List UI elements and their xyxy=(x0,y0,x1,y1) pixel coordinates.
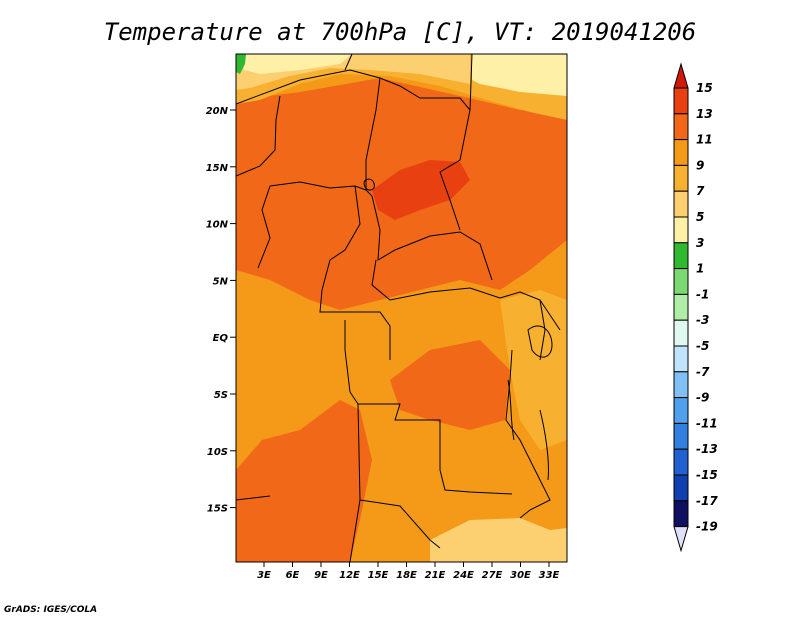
zone-warm-southwest xyxy=(236,400,372,562)
zone-cool-southeast xyxy=(430,518,567,562)
zone-coolest-northeast xyxy=(472,54,567,96)
lakes xyxy=(363,178,553,481)
lat-tick-label: 5N xyxy=(213,276,229,287)
longitude-ticks: 3E 6E 9E 12E 15E 18E 21E 24E 27E 30E 33E xyxy=(257,562,560,581)
colorbar-label: -7 xyxy=(696,365,710,379)
colorbar-label: 13 xyxy=(696,107,713,121)
lat-tick-label: 5S xyxy=(214,390,228,401)
colorbar-label: -15 xyxy=(696,468,718,482)
colorbar-label: 11 xyxy=(696,133,713,147)
lon-tick-label: 33E xyxy=(539,570,560,581)
colorbar-swatch xyxy=(673,216,689,244)
zone-warm-central xyxy=(390,340,510,430)
colorbar-label: 9 xyxy=(696,158,704,172)
lon-tick-label: 6E xyxy=(286,570,300,581)
colorbar-label: 1 xyxy=(696,262,704,276)
lon-tick-label: 24E xyxy=(453,570,474,581)
lon-tick-label: 18E xyxy=(396,570,417,581)
colorbar-bottom-arrow xyxy=(673,526,689,553)
lat-tick-label: 10N xyxy=(206,220,229,231)
latitude-ticks: 20N 15N 10N 5N EQ 5S 10S 15S xyxy=(206,106,236,515)
colorbar-swatch xyxy=(673,371,689,399)
colorbar-swatch xyxy=(673,345,689,373)
colorbar-label: 5 xyxy=(696,210,704,224)
colorbar-label: -19 xyxy=(696,520,718,534)
colorbar-label: -3 xyxy=(696,313,709,327)
colorbar-label: -5 xyxy=(696,339,709,353)
colorbar-swatch xyxy=(673,139,689,166)
colorbar-swatch xyxy=(673,268,689,295)
colorbar-swatch xyxy=(673,164,689,192)
colorbar-label: -9 xyxy=(696,391,709,405)
zone-cool-east xyxy=(500,290,567,450)
lon-tick-label: 27E xyxy=(482,570,503,581)
colorbar-label: -11 xyxy=(696,416,718,430)
colorbar-swatch xyxy=(673,397,689,424)
colorbar-label: 3 xyxy=(696,236,704,250)
colorbar: 15 13 11 9 7 5 3 1 -1 -3 -5 -7 -9 -11 -13 -15 -17 -19 xyxy=(673,62,718,553)
lon-tick-label: 12E xyxy=(339,570,360,581)
lat-tick-label: 10S xyxy=(207,447,228,458)
lon-tick-label: 21E xyxy=(425,570,446,581)
colorbar-label: 15 xyxy=(696,81,713,95)
colorbar-swatch xyxy=(673,87,689,115)
country-borders xyxy=(236,54,561,562)
lon-tick-label: 3E xyxy=(257,570,271,581)
colorbar-swatch xyxy=(673,422,689,450)
colorbar-label: -17 xyxy=(696,494,718,508)
grads-credit: GrADS: IGES/COLA xyxy=(4,605,97,615)
colorbar-label: -1 xyxy=(696,287,709,301)
colorbar-swatch xyxy=(673,448,689,476)
colorbar-swatch xyxy=(673,319,689,347)
lon-tick-label: 9E xyxy=(314,570,328,581)
lat-tick-label: EQ xyxy=(213,333,229,344)
temperature-map xyxy=(236,54,567,562)
lat-tick-label: 15N xyxy=(206,163,229,174)
zone-hot-core xyxy=(372,160,470,220)
lon-tick-label: 15E xyxy=(368,570,389,581)
colorbar-top-arrow xyxy=(673,62,689,89)
zone-coolest-north xyxy=(240,54,352,74)
map-title: Temperature at 700hPa [C], VT: 201904120… xyxy=(104,18,696,46)
lat-tick-label: 20N xyxy=(206,106,229,117)
colorbar-swatch xyxy=(673,242,689,270)
colorbar-swatch xyxy=(673,113,689,141)
colorbar-swatch xyxy=(673,293,689,321)
colorbar-label: 7 xyxy=(696,184,705,198)
map-frame xyxy=(235,53,568,563)
colorbar-label: -13 xyxy=(696,442,718,456)
lat-tick-label: 15S xyxy=(207,504,228,515)
zone-green-corner xyxy=(236,54,246,74)
lon-tick-label: 30E xyxy=(510,570,531,581)
colorbar-swatch xyxy=(673,500,689,528)
colorbar-swatch xyxy=(673,474,689,502)
colorbar-swatch xyxy=(673,190,689,218)
